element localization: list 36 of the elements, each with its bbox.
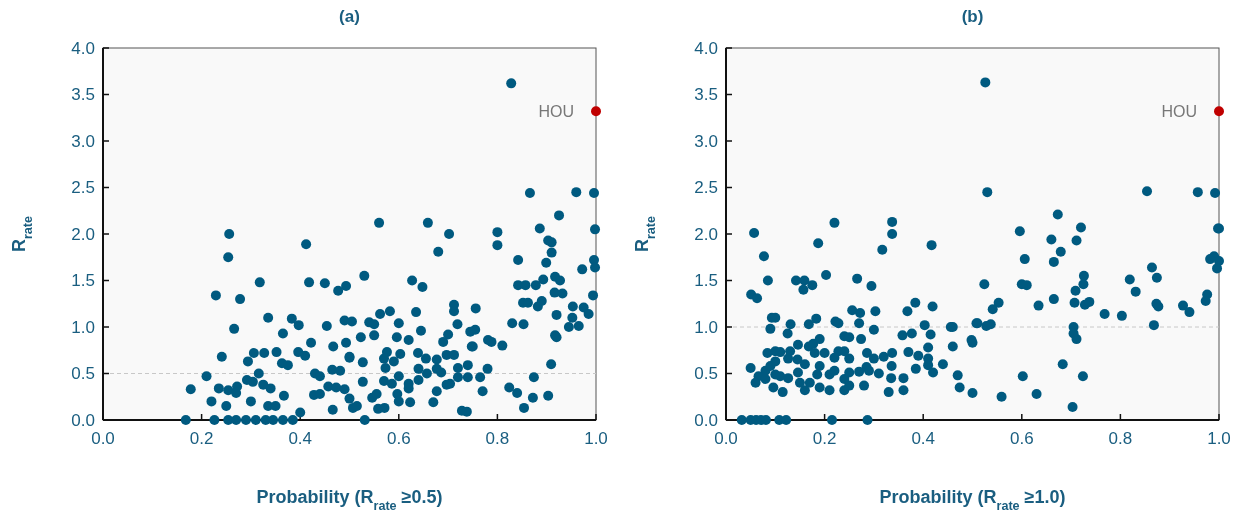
- y-tick-label: 0.0: [71, 410, 95, 430]
- y-tick-label: 3.5: [71, 85, 95, 105]
- x-tick-label: 0.4: [288, 429, 313, 448]
- y-tick-label: 0.0: [694, 410, 718, 430]
- y-tick-label: 2.5: [694, 178, 718, 198]
- x-tick-label: 1.0: [584, 429, 608, 448]
- x-axis-title: Probability (R$_{rate}$ ≥1.0): [879, 487, 1066, 513]
- chart-title: (a): [339, 7, 360, 26]
- x-tick-label: 0.0: [714, 429, 738, 448]
- y-tick-label: 4.0: [71, 38, 95, 58]
- x-tick-label: 1.0: [1207, 429, 1231, 448]
- x-tick-label: 0.2: [189, 429, 214, 448]
- y-tick-label: 2.0: [71, 224, 95, 244]
- y-tick-label: 3.0: [694, 131, 718, 151]
- x-axis-title: Probability (R$_{rate}$ ≥0.5): [256, 487, 443, 513]
- y-tick-label: 2.5: [71, 178, 95, 198]
- x-tick-label: 0.6: [386, 429, 411, 448]
- x-tick-label: 0.0: [91, 429, 115, 448]
- annotation: HOU: [1161, 102, 1197, 120]
- y-tick-label: 0.5: [694, 364, 718, 384]
- y-tick-label: 4.0: [694, 38, 718, 58]
- y-tick-label: 1.5: [71, 271, 95, 291]
- y-tick-label: 1.0: [71, 317, 95, 337]
- x-tick-label: 0.2: [812, 429, 837, 448]
- y-tick-label: 0.5: [71, 364, 95, 384]
- y-tick-label: 3.0: [71, 131, 95, 151]
- x-tick-label: 0.4: [911, 429, 936, 448]
- x-tick-label: 0.8: [1108, 429, 1133, 448]
- annotation: HOU: [538, 102, 574, 120]
- chart-title: (b): [961, 7, 984, 26]
- x-tick-label: 0.8: [485, 429, 510, 448]
- y-tick-label: 3.5: [694, 85, 718, 105]
- y-tick-label: 2.0: [694, 224, 718, 244]
- x-tick-label: 0.6: [1009, 429, 1034, 448]
- y-tick-label: 1.0: [694, 317, 718, 337]
- y-tick-label: 1.5: [694, 271, 718, 291]
